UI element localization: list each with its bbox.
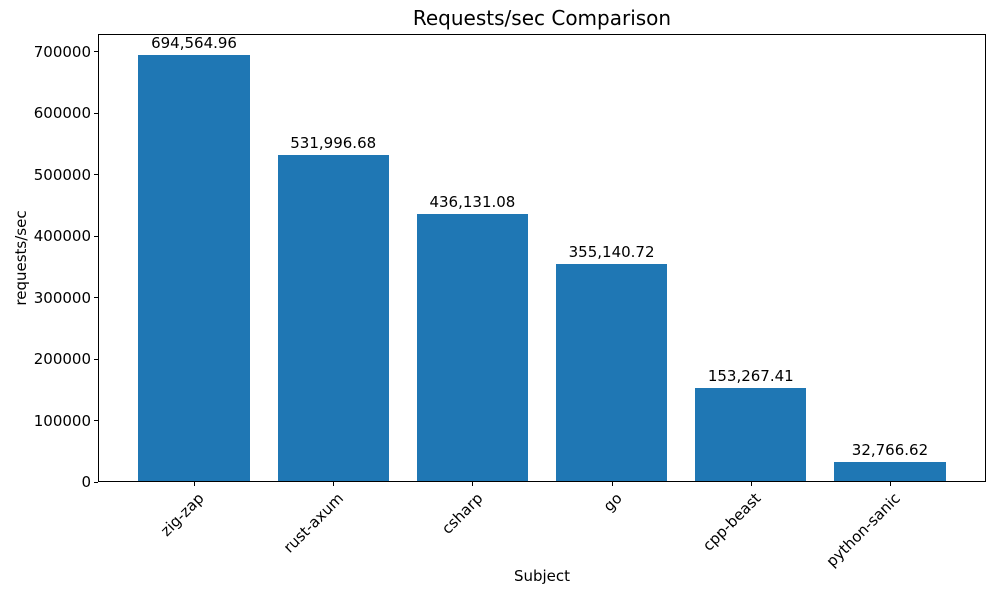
x-tick-mark xyxy=(611,482,613,486)
x-tick-mark xyxy=(472,482,474,486)
bar-value-label: 153,267.41 xyxy=(707,366,794,385)
bar-python-sanic xyxy=(834,461,946,481)
y-tick-label: 0 xyxy=(81,473,91,491)
bar-value-label: 355,140.72 xyxy=(568,242,655,261)
x-tick-mark xyxy=(194,482,196,486)
bar-value-label: 436,131.08 xyxy=(429,193,516,212)
x-tick-label: go xyxy=(599,489,626,516)
x-tick-label: zig-zap xyxy=(157,489,209,540)
y-tick-label: 700000 xyxy=(33,42,91,61)
chart-title: Requests/sec Comparison xyxy=(412,6,672,30)
y-tick-label: 500000 xyxy=(33,165,91,184)
y-tick-label: 400000 xyxy=(33,227,91,246)
x-tick-label: cpp-beast xyxy=(699,489,765,555)
bar-value-label: 694,564.96 xyxy=(151,34,237,53)
bar-csharp xyxy=(416,214,529,481)
x-tick-mark xyxy=(750,482,752,486)
x-tick-mark xyxy=(889,482,891,486)
bar-value-label: 32,766.62 xyxy=(851,440,929,459)
bar-value-label: 531,996.68 xyxy=(290,134,377,153)
y-tick-mark xyxy=(94,235,98,237)
bar-cpp-beast xyxy=(695,387,807,481)
y-tick-mark xyxy=(94,358,98,360)
y-tick-label: 200000 xyxy=(33,350,91,369)
bar-rust-axum xyxy=(277,155,389,481)
y-tick-mark xyxy=(94,420,98,422)
y-tick-mark xyxy=(94,297,98,299)
bar-go xyxy=(555,263,668,481)
x-tick-mark xyxy=(333,482,335,486)
y-tick-mark xyxy=(94,51,98,53)
y-tick-label: 100000 xyxy=(33,411,91,430)
bar-zig-zap xyxy=(138,55,250,481)
x-tick-label: python-sanic xyxy=(822,489,904,571)
y-tick-mark xyxy=(94,174,98,176)
x-tick-label: csharp xyxy=(438,489,487,538)
y-tick-label: 300000 xyxy=(33,288,91,307)
x-axis-label: Subject xyxy=(513,567,571,585)
y-tick-mark xyxy=(94,481,98,483)
x-tick-label: rust-axum xyxy=(280,489,348,557)
y-tick-mark xyxy=(94,112,98,114)
y-tick-label: 600000 xyxy=(33,104,91,123)
